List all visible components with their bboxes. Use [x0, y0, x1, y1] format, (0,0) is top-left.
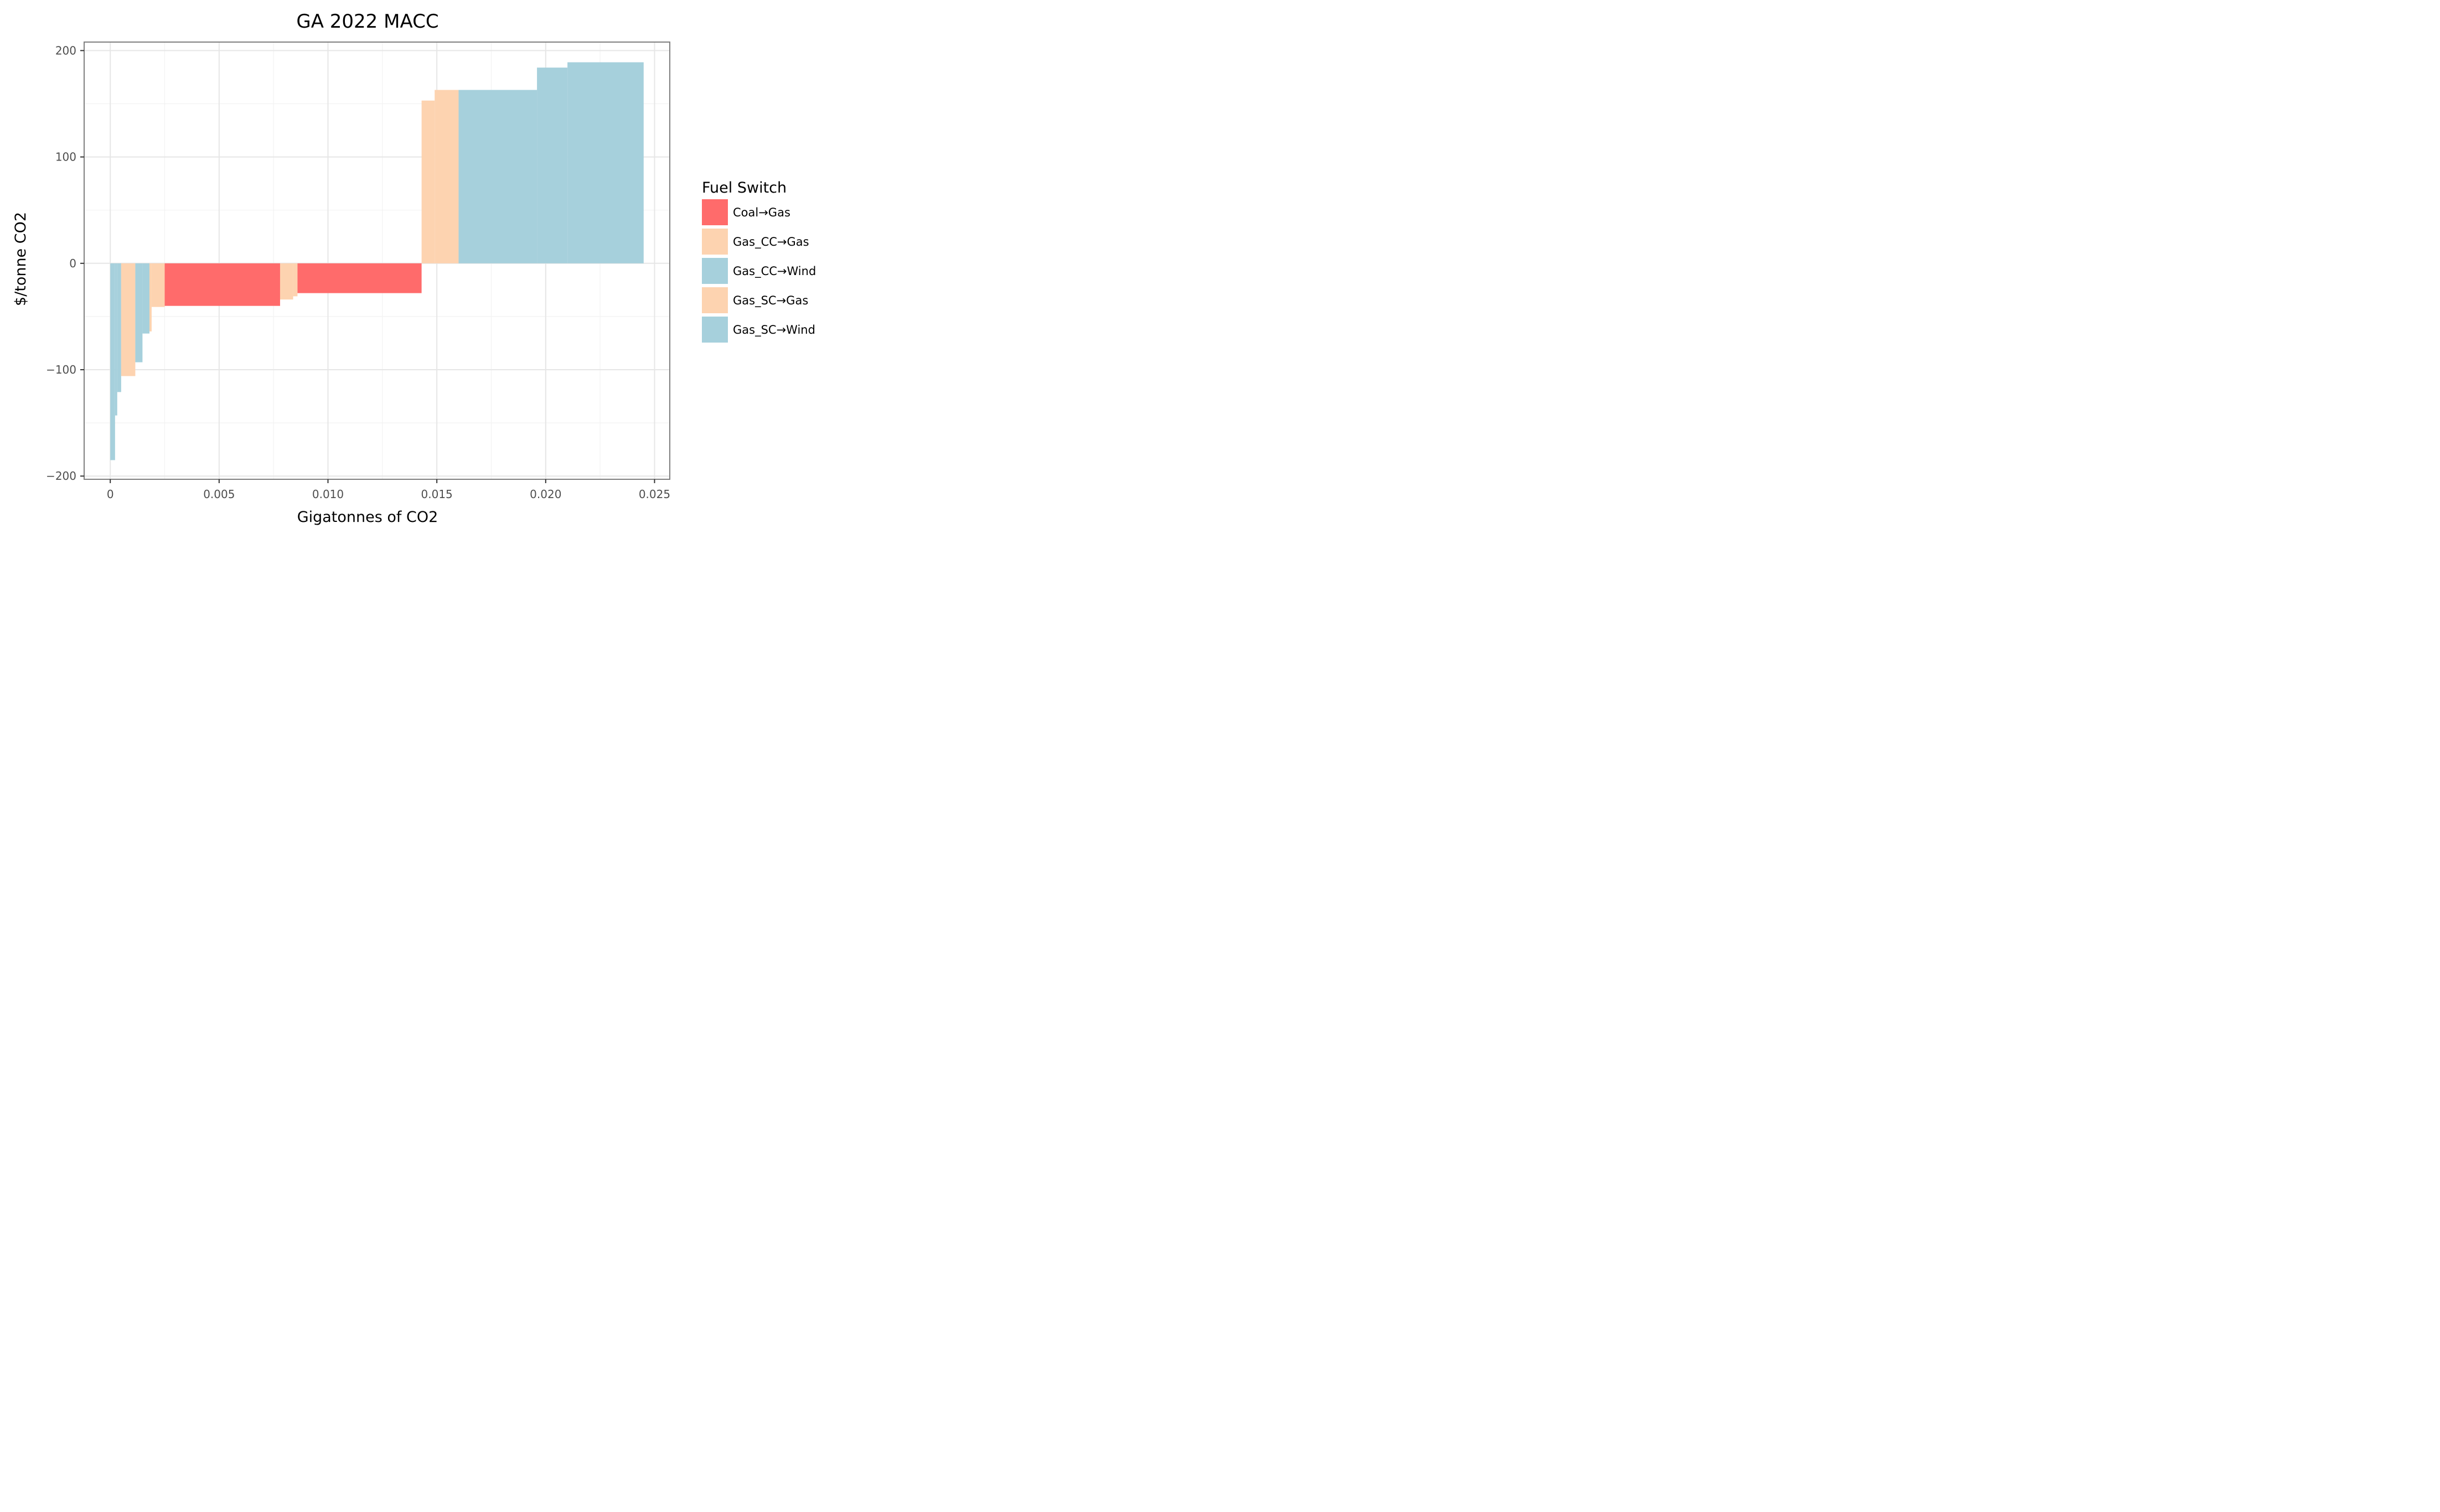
- legend-swatch: [702, 199, 728, 225]
- x-axis-ticks: 0 0.005 0.010 0.015 0.020 0.025: [107, 479, 670, 501]
- y-tick-label: 100: [55, 151, 76, 164]
- legend-label: Gas_SC→Wind: [733, 323, 815, 337]
- x-tick-label: 0.025: [639, 488, 670, 501]
- legend-swatch: [702, 317, 728, 343]
- legend-title: Fuel Switch: [702, 179, 787, 196]
- x-axis-label: Gigatonnes of CO2: [297, 509, 438, 526]
- macc-bar: [110, 263, 115, 460]
- x-tick-label: 0.010: [312, 488, 344, 501]
- macc-bar: [121, 263, 136, 376]
- macc-bar: [164, 263, 280, 306]
- chart-title: GA 2022 MACC: [296, 11, 438, 33]
- bars: [110, 62, 644, 460]
- macc-bar: [297, 263, 422, 293]
- y-tick-label: 200: [55, 44, 76, 57]
- y-axis-ticks: −200 −100 0 100 200: [46, 44, 84, 483]
- legend-label: Gas_CC→Gas: [733, 235, 809, 249]
- macc-bar: [115, 263, 117, 416]
- legend-swatch: [702, 287, 728, 313]
- macc-bar: [567, 62, 644, 263]
- y-tick-label: −200: [46, 469, 76, 483]
- macc-bar: [151, 263, 165, 307]
- x-tick-label: 0: [107, 488, 114, 501]
- legend-swatch: [702, 258, 728, 284]
- legend-label: Gas_CC→Wind: [733, 265, 816, 278]
- x-tick-label: 0.005: [203, 488, 235, 501]
- macc-bar: [458, 90, 537, 263]
- legend-label: Coal→Gas: [733, 206, 790, 219]
- macc-bar: [142, 263, 149, 334]
- y-tick-label: 0: [69, 257, 76, 270]
- macc-bar: [135, 263, 143, 363]
- macc-bar: [537, 68, 568, 263]
- macc-bar: [149, 263, 152, 332]
- macc-bar: [421, 100, 435, 263]
- legend: Fuel Switch Coal→Gas Gas_CC→Gas Gas_CC→Win…: [702, 179, 816, 343]
- macc-chart: GA 2022 MACC 0 0.005 0.010 0.015 0.020 0.025 …: [12, 11, 816, 526]
- macc-bar: [117, 263, 121, 392]
- macc-bar: [280, 263, 293, 300]
- legend-swatch: [702, 229, 728, 255]
- plot-border: [84, 42, 670, 480]
- x-tick-label: 0.015: [421, 488, 453, 501]
- x-tick-label: 0.020: [530, 488, 561, 501]
- macc-bar: [435, 90, 459, 263]
- y-tick-label: −100: [46, 363, 76, 376]
- legend-label: Gas_SC→Gas: [733, 294, 808, 308]
- macc-bar: [293, 263, 298, 297]
- y-axis-label: $/tonne CO2: [12, 212, 29, 306]
- legend-items: Coal→Gas Gas_CC→Gas Gas_CC→Wind Gas_SC→Gas G…: [702, 199, 816, 343]
